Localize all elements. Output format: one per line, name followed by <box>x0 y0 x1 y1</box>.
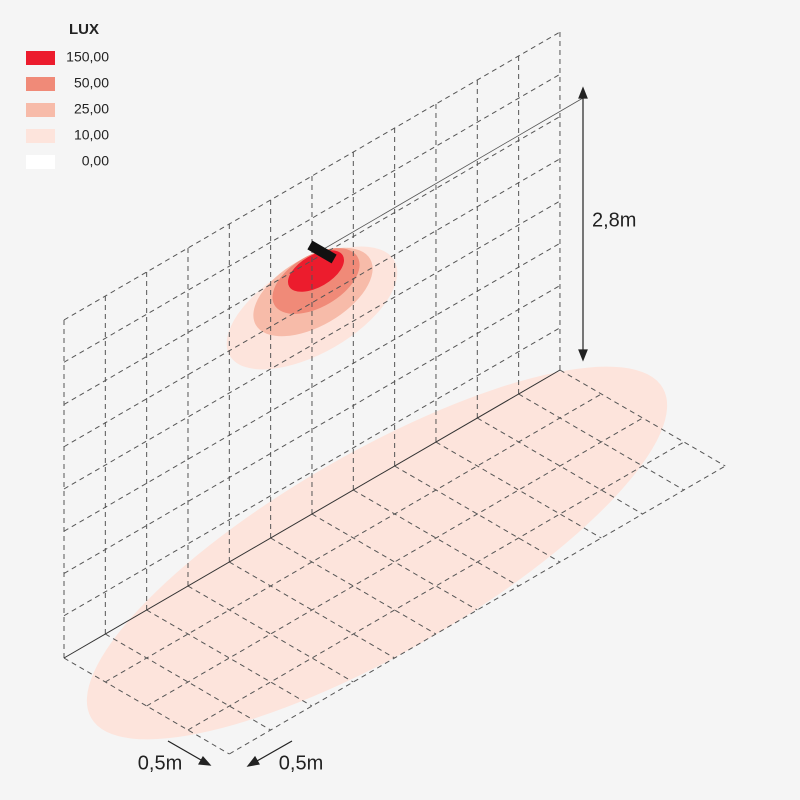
grid-line <box>435 441 602 539</box>
grid-line <box>353 489 519 587</box>
fixture <box>307 240 337 264</box>
wall-floor-edge <box>63 369 561 659</box>
legend-label: 150,00 <box>66 49 109 65</box>
grid-line <box>311 513 478 611</box>
fixture-body <box>307 240 337 264</box>
grid-line <box>63 31 561 321</box>
legend-swatch <box>26 103 55 117</box>
legend-swatch <box>26 155 55 169</box>
grid-line <box>146 609 313 707</box>
grid-line <box>105 393 602 683</box>
grid-line <box>63 200 561 490</box>
depth-label: 0,5m <box>138 752 182 774</box>
arrow-head <box>578 86 588 99</box>
grid-line <box>63 242 561 532</box>
height-label: 2,8m <box>592 209 636 231</box>
grid-line <box>63 116 561 405</box>
grid-dimensions <box>167 740 293 767</box>
grid-line <box>559 369 726 467</box>
grid-line <box>63 73 561 363</box>
grid-line <box>105 633 271 731</box>
grid-line <box>229 465 726 755</box>
grid-line <box>63 327 561 617</box>
grid-line <box>187 585 354 683</box>
legend-swatch <box>26 129 55 143</box>
grid-line <box>229 561 395 659</box>
grid-line <box>146 417 643 707</box>
legend-label: 25,00 <box>74 101 109 117</box>
width-label: 0,5m <box>279 752 323 774</box>
grid-line <box>477 417 643 515</box>
floor-light <box>86 366 668 740</box>
legend-swatch <box>26 77 55 91</box>
grid-line <box>518 393 685 491</box>
grid-line <box>63 657 230 755</box>
grid-line <box>187 441 685 731</box>
grid-line <box>270 537 437 635</box>
grid-line <box>394 465 561 563</box>
grid-line <box>63 158 561 448</box>
legend-label: 10,00 <box>74 127 109 143</box>
legend: 150,00 50,00 25,00 10,00 0,00 <box>26 49 109 169</box>
reference-line <box>321 97 584 251</box>
legend-label: 50,00 <box>74 75 109 91</box>
grid-line <box>63 285 561 574</box>
legend-swatch <box>26 51 55 65</box>
arrow-head <box>246 755 260 767</box>
height-dimension <box>578 86 588 362</box>
legend-title: LUX <box>69 21 99 38</box>
arrow-head <box>578 349 588 362</box>
arrow-head <box>198 755 212 766</box>
legend-label: 0,00 <box>82 153 109 169</box>
